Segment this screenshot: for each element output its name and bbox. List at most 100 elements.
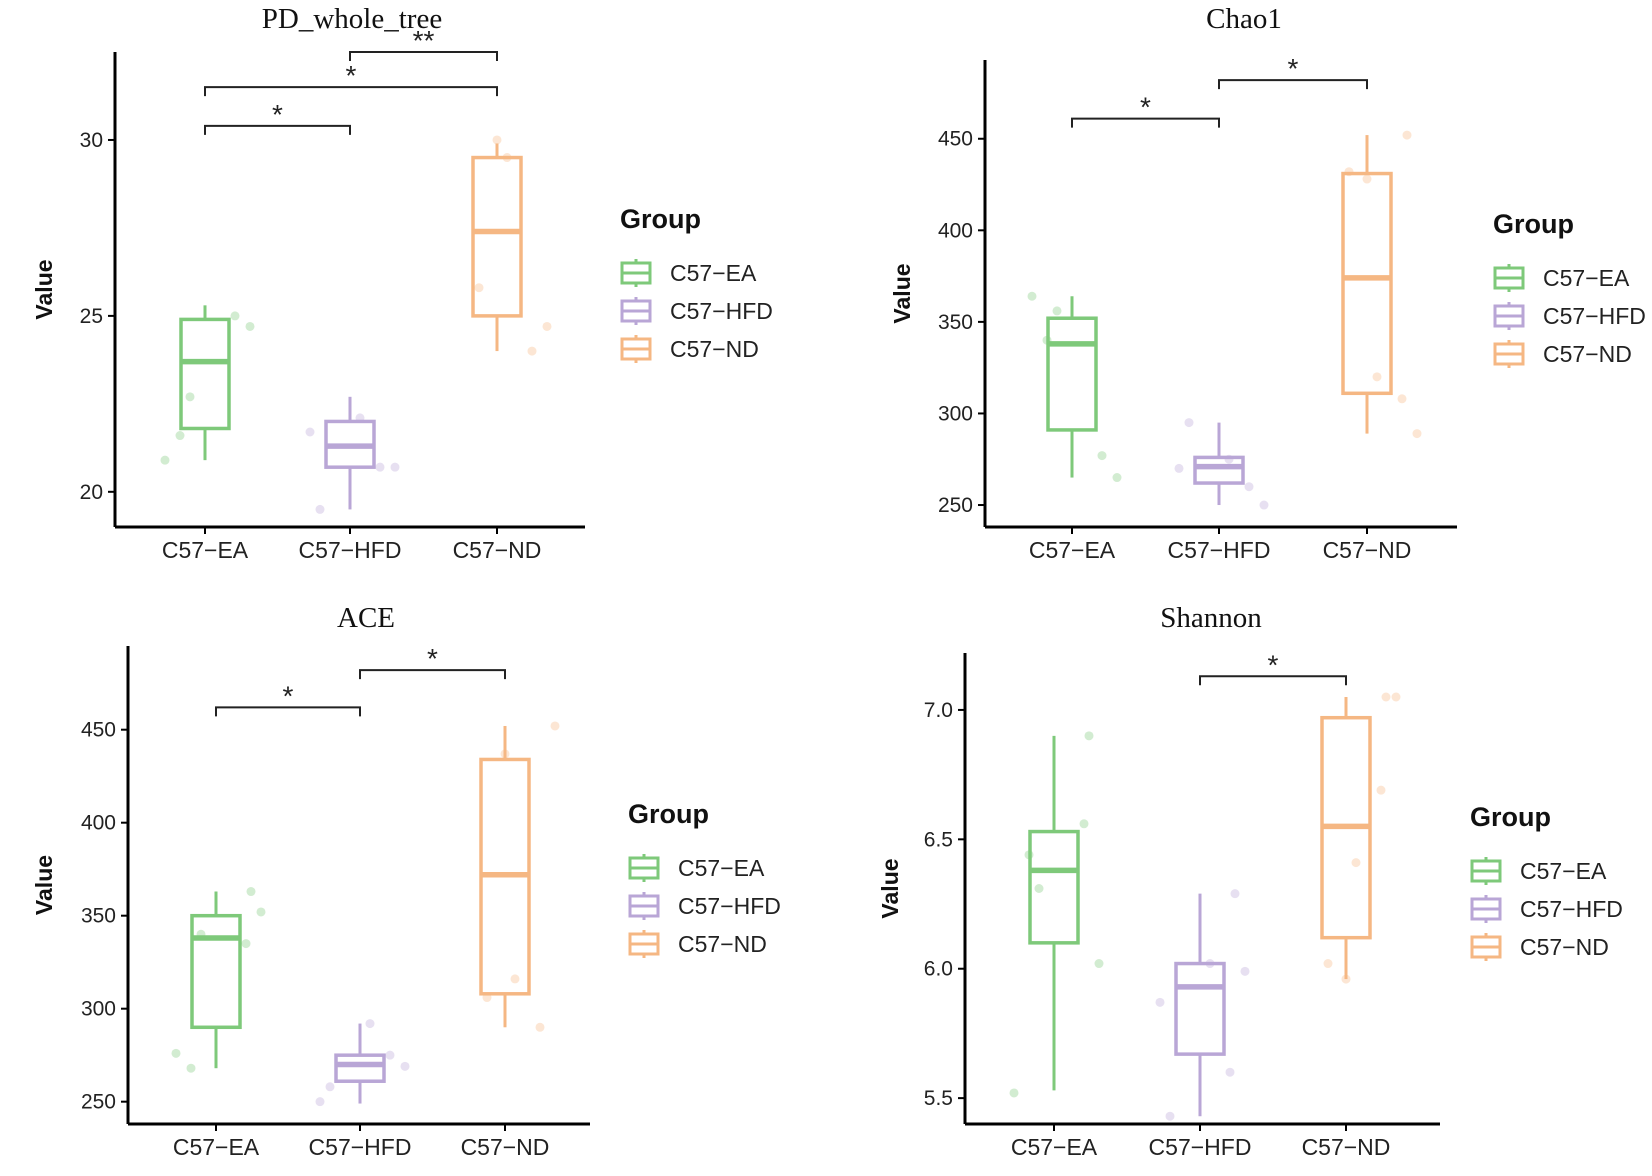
data-point (245, 321, 255, 331)
data-point (1225, 1067, 1235, 1077)
significance-bracket (1199, 675, 1347, 686)
chart-title: PD_whole_tree (262, 3, 442, 35)
x-tick-label: C57−EA (162, 537, 249, 563)
box-iqr (1046, 316, 1098, 432)
data-point (400, 1061, 410, 1071)
significance-label: ** (413, 25, 435, 56)
data-point (1244, 482, 1254, 492)
box-iqr (179, 317, 231, 431)
y-axis-label: Value (889, 263, 915, 323)
box-iqr (334, 1053, 386, 1083)
legend-entry-label: C57−ND (670, 336, 759, 362)
data-point (230, 311, 240, 321)
legend-entry-label: C57−EA (1543, 265, 1630, 291)
data-point (1412, 429, 1422, 439)
y-tick-label: 450 (938, 128, 973, 151)
y-tick-label: 6.0 (924, 958, 953, 981)
chart-panel-shannon: Shannon 5.5 6.0 6.5 7.0 Value C57−EA C57−HFD C57… (877, 602, 1623, 1160)
legend-entry-label: C57−EA (670, 260, 757, 286)
data-point (171, 1048, 181, 1058)
chart-panel-pd-whole-tree: PD_whole_tree 20 25 30 Value C57−EA C57−HFD C57… (31, 3, 773, 563)
data-point (1027, 291, 1037, 301)
data-point (1351, 858, 1361, 868)
significance-bracket (1218, 79, 1368, 90)
data-point (492, 135, 502, 145)
data-point (1112, 473, 1122, 483)
data-point (1376, 785, 1386, 795)
data-point (1381, 692, 1391, 702)
legend-entry-label: C57−HFD (670, 298, 773, 324)
data-point (375, 462, 385, 472)
data-point (315, 1097, 325, 1107)
legend-title: Group (620, 204, 701, 234)
x-tick-label: C57−EA (173, 1134, 260, 1160)
significance-bracket (204, 124, 351, 135)
x-tick-label: C57−HFD (309, 1134, 412, 1160)
data-point (385, 1050, 395, 1060)
data-point (1391, 692, 1401, 702)
significance-label: * (1288, 53, 1299, 84)
data-point (474, 283, 484, 293)
data-point (390, 462, 400, 472)
x-tick-label: C57−EA (1011, 1134, 1098, 1160)
y-axis-label: Value (877, 858, 903, 918)
x-tick-label: C57−ND (453, 537, 542, 563)
data-point (1372, 372, 1382, 382)
chart-title: Chao1 (1206, 3, 1282, 35)
significance-bracket (215, 706, 361, 717)
legend-entry-label: C57−HFD (1520, 896, 1623, 922)
data-point (510, 974, 520, 984)
significance-label: * (1140, 92, 1151, 123)
legend-entry-label: C57−EA (1520, 858, 1607, 884)
y-axis-label: Value (31, 259, 57, 319)
data-point (365, 1019, 375, 1029)
box-iqr (1174, 961, 1226, 1056)
y-tick-label: 5.5 (924, 1087, 953, 1110)
data-point (185, 392, 195, 402)
y-tick-label: 7.0 (924, 699, 953, 722)
y-tick-label: 20 (80, 481, 103, 504)
legend-title: Group (1470, 802, 1551, 832)
x-tick-label: C57−HFD (299, 537, 402, 563)
x-tick-label: C57−HFD (1149, 1134, 1252, 1160)
legend-entry-label: C57−ND (1520, 934, 1609, 960)
data-point (1174, 463, 1184, 473)
data-point (1079, 819, 1089, 829)
data-point (1165, 1111, 1175, 1121)
data-point (1155, 997, 1165, 1007)
legend-entry-label: C57−HFD (1543, 303, 1646, 329)
significance-label: * (427, 643, 438, 674)
data-point (527, 346, 537, 356)
box-iqr (1341, 171, 1393, 396)
y-tick-label: 400 (81, 812, 116, 835)
y-tick-label: 250 (938, 494, 973, 517)
data-point (1323, 959, 1333, 969)
significance-label: * (283, 680, 294, 711)
data-point (542, 321, 552, 331)
data-point (1362, 174, 1372, 184)
box-iqr (190, 913, 242, 1030)
data-point (1184, 418, 1194, 428)
data-point (160, 455, 170, 465)
y-tick-label: 6.5 (924, 828, 953, 851)
data-point (246, 887, 256, 897)
y-tick-label: 350 (81, 905, 116, 928)
significance-label: * (1268, 649, 1279, 680)
x-tick-label: C57−ND (1323, 537, 1412, 563)
data-point (1230, 889, 1240, 899)
data-point (186, 1063, 196, 1073)
y-tick-label: 250 (81, 1091, 116, 1114)
significance-bracket (1071, 117, 1220, 128)
data-point (1259, 500, 1269, 510)
y-tick-label: 350 (938, 311, 973, 334)
y-axis-label: Value (31, 855, 57, 915)
y-tick-label: 300 (938, 402, 973, 425)
data-point (1397, 394, 1407, 404)
y-tick-label: 30 (80, 129, 103, 152)
y-tick-label: 450 (81, 719, 116, 742)
data-point (535, 1022, 545, 1032)
data-point (1094, 959, 1104, 969)
x-tick-label: C57−HFD (1168, 537, 1271, 563)
chart-panel-ace: ACE 250 300 350 400 450 Value C57−EA C57−HFD C57−… (31, 602, 781, 1160)
